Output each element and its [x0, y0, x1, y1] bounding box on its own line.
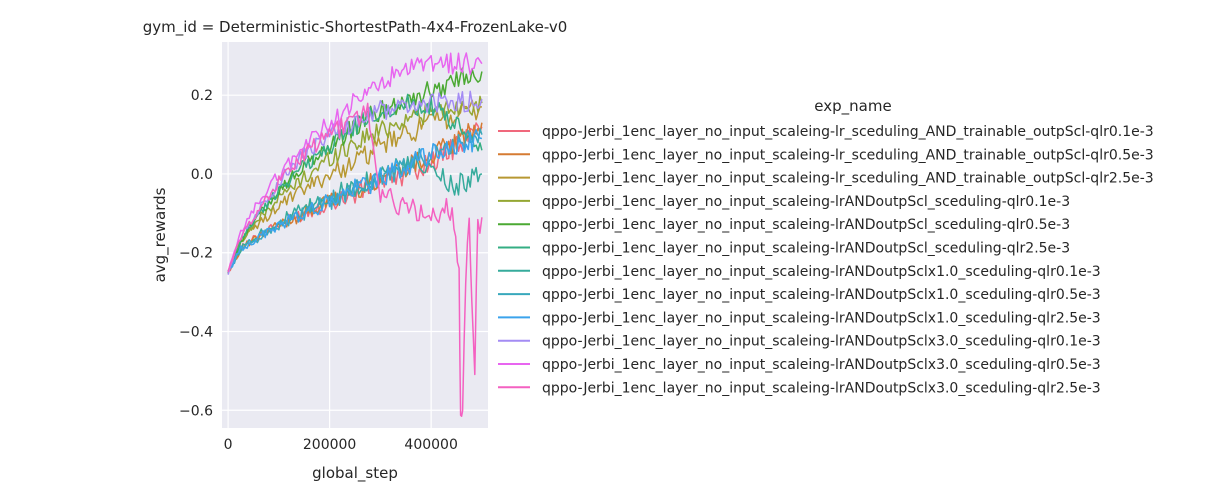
legend-label: qppo-Jerbi_1enc_layer_no_input_scaleing-…	[542, 147, 1154, 163]
legend-label: qppo-Jerbi_1enc_layer_no_input_scaleing-…	[542, 380, 1101, 396]
legend-title: exp_name	[814, 97, 891, 116]
legend-label: qppo-Jerbi_1enc_layer_no_input_scaleing-…	[542, 241, 1070, 257]
series-line	[227, 90, 483, 275]
x-tick-label: 400000	[404, 437, 457, 453]
x-tick-label: 200000	[303, 437, 356, 453]
y-tick-labels: −0.6 −0.4 −0.2 0.0 0.2	[179, 88, 213, 419]
series-lines	[227, 52, 483, 417]
y-tick-label: −0.2	[179, 246, 213, 262]
y-tick-label: 0.2	[191, 88, 213, 104]
x-tick-label: 0	[224, 437, 233, 453]
legend-items: qppo-Jerbi_1enc_layer_no_input_scaleing-…	[498, 124, 1154, 396]
y-tick-label: 0.0	[191, 167, 213, 183]
x-axis-label: global_step	[312, 464, 398, 483]
legend: exp_name qppo-Jerbi_1enc_layer_no_input_…	[498, 97, 1154, 396]
y-tick-label: −0.4	[179, 325, 213, 341]
y-tick-label: −0.6	[179, 403, 213, 419]
legend-label: qppo-Jerbi_1enc_layer_no_input_scaleing-…	[542, 264, 1101, 280]
legend-label: qppo-Jerbi_1enc_layer_no_input_scaleing-…	[542, 357, 1101, 373]
legend-label: qppo-Jerbi_1enc_layer_no_input_scaleing-…	[542, 310, 1101, 326]
legend-label: qppo-Jerbi_1enc_layer_no_input_scaleing-…	[542, 171, 1154, 187]
series-line	[227, 102, 483, 417]
chart-title: gym_id = Deterministic-ShortestPath-4x4-…	[143, 18, 568, 37]
legend-label: qppo-Jerbi_1enc_layer_no_input_scaleing-…	[542, 334, 1101, 350]
legend-label: qppo-Jerbi_1enc_layer_no_input_scaleing-…	[542, 287, 1101, 303]
legend-label: qppo-Jerbi_1enc_layer_no_input_scaleing-…	[542, 194, 1070, 210]
x-tick-labels: 0 200000 400000	[224, 437, 458, 453]
series-line	[227, 129, 483, 273]
legend-label: qppo-Jerbi_1enc_layer_no_input_scaleing-…	[542, 217, 1070, 233]
y-axis-label: avg_rewards	[151, 187, 170, 282]
legend-label: qppo-Jerbi_1enc_layer_no_input_scaleing-…	[542, 124, 1154, 140]
series-line	[227, 52, 483, 273]
